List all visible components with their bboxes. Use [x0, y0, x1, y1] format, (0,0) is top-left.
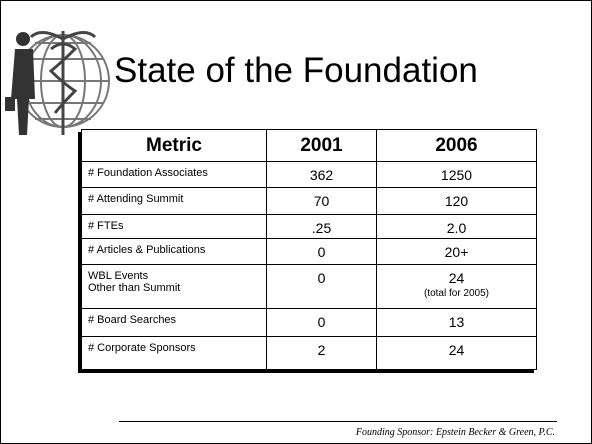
footer: Founding Sponsor: Epstein Becker & Green… — [355, 427, 555, 438]
table-cell: # Foundation Associates — [81, 161, 267, 188]
table-cell: 24 (total for 2005) — [376, 264, 537, 309]
cell-text: 1250 — [440, 167, 473, 183]
table-cell: 362 — [266, 161, 377, 188]
cell-text: 2.0 — [446, 220, 467, 236]
cell-text: 2 — [317, 342, 326, 358]
table-row: # Foundation Associates 362 1250 — [81, 161, 537, 188]
logo — [5, 31, 110, 135]
table-cell: .25 — [266, 214, 377, 239]
table-cell: # FTEs — [81, 214, 267, 239]
cell-text: # Articles & Publications — [88, 244, 206, 256]
cell-text: # FTEs — [88, 220, 124, 232]
table-cell: # Articles & Publications — [81, 238, 267, 265]
cell-text: 120 — [444, 193, 469, 209]
cell-text: Other than Summit — [88, 282, 181, 294]
table-row: # Articles & Publications 0 20+ — [81, 238, 537, 265]
cell-text: # Attending Summit — [88, 193, 184, 205]
table-cell: 120 — [376, 187, 537, 215]
header-row: Metric 2001 2006 — [81, 129, 537, 162]
cell-text: 24 — [448, 270, 465, 286]
table-cell: 0 — [266, 264, 377, 309]
table-cell: 1250 — [376, 161, 537, 188]
cell-text: 24 — [448, 342, 465, 358]
table-cell: 2 — [266, 336, 377, 370]
table-cell: 70 — [266, 187, 377, 215]
table-row: # Board Searches 0 13 — [81, 308, 537, 337]
table-row: # Attending Summit 70 120 — [81, 187, 537, 215]
cell-text: 0 — [317, 244, 326, 260]
table: Metric 2001 2006 # Foundation Associates 36… — [81, 129, 537, 370]
table-cell: # Corporate Sponsors — [81, 336, 267, 370]
table-cell: 20+ — [376, 238, 537, 265]
cell-text: 20+ — [444, 244, 469, 260]
table-cell: 0 — [266, 238, 377, 265]
header-cell: 2006 — [376, 129, 537, 162]
table-body: # Foundation Associates 362 1250 # Attendin… — [81, 161, 537, 370]
table-row: WBL Events Other than Summit 0 24 (total for… — [81, 264, 537, 309]
table-cell: 0 — [266, 308, 377, 337]
cell-text: 0 — [317, 314, 326, 330]
table-cell: # Attending Summit — [81, 187, 267, 215]
table-cell: 2.0 — [376, 214, 537, 239]
table-row: # Corporate Sponsors 2 24 — [81, 336, 537, 370]
cell-text: 70 — [313, 193, 330, 209]
title: State of the Foundation — [114, 51, 478, 90]
cell-text: # Board Searches — [88, 314, 177, 326]
cell-text: 362 — [309, 167, 334, 183]
header-cell: 2001 — [266, 129, 377, 162]
cell-note: (total for 2005) — [423, 288, 490, 299]
cell-text: WBL Events — [88, 270, 149, 282]
table-cell: # Board Searches — [81, 308, 267, 337]
header-cell: Metric — [81, 129, 267, 162]
table-cell: 13 — [376, 308, 537, 337]
footer-rule — [119, 421, 557, 422]
cell-text: 13 — [448, 314, 465, 330]
cell-text: .25 — [311, 220, 332, 236]
table-cell: 24 — [376, 336, 537, 370]
cell-text: # Corporate Sponsors — [88, 342, 196, 354]
cell-text: # Foundation Associates — [88, 167, 208, 179]
table-cell: WBL Events Other than Summit — [81, 264, 267, 309]
table-row: # FTEs .25 2.0 — [81, 214, 537, 239]
cell-text: 0 — [317, 270, 326, 286]
